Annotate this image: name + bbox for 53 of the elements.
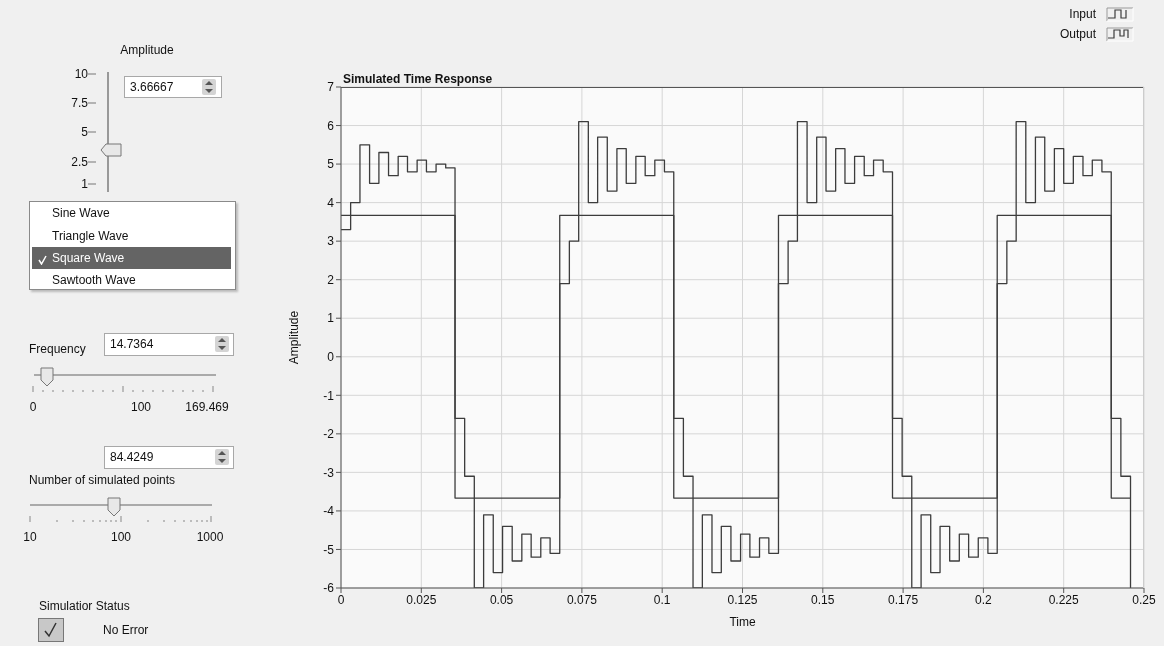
x-tick-label: 0.25 <box>1132 592 1156 607</box>
legend-label: Output <box>1059 27 1096 41</box>
x-axis-title: Time <box>729 615 756 629</box>
x-tick-label: 0.05 <box>489 592 514 607</box>
y-tick-label: -6 <box>323 581 335 596</box>
x-tick-label: 0.025 <box>406 592 437 607</box>
text: 169.469 <box>185 400 229 414</box>
text: No Error <box>103 623 149 637</box>
text: 10 <box>23 530 37 544</box>
y-tick-label: 7 <box>327 80 335 95</box>
text: Sine Wave <box>52 206 110 220</box>
text: Triangle Wave <box>52 229 129 243</box>
text: Number of simulated points <box>29 473 176 487</box>
x-tick-label: 0.2 <box>975 592 993 607</box>
text: Simulatior Status <box>39 599 130 613</box>
text: 100 <box>110 530 132 544</box>
y-tick-label: -3 <box>323 465 335 480</box>
x-tick-label: 0 <box>337 592 345 607</box>
text: Square Wave <box>52 251 125 265</box>
y-tick-label: 1 <box>327 311 335 326</box>
y-axis-title: Amplitude <box>287 310 302 365</box>
y-tick-label: 2 <box>327 272 335 287</box>
text: 5 <box>81 125 88 139</box>
y-tick-label: -2 <box>323 427 335 442</box>
text: 3.66667 <box>130 80 174 94</box>
text: 7.5 <box>71 96 88 110</box>
text: 14.7364 <box>110 337 154 351</box>
y-tick-label: 0 <box>327 350 335 365</box>
x-tick-label: 0.175 <box>888 592 919 607</box>
x-tick-label: 0.225 <box>1048 592 1080 607</box>
text: 2.5 <box>71 155 88 169</box>
text: Sawtooth Wave <box>52 273 136 287</box>
y-tick-label: 4 <box>327 195 335 210</box>
text: Amplitude <box>120 43 174 57</box>
y-tick-label: -5 <box>323 542 335 557</box>
text: 10 <box>74 67 88 81</box>
text: Frequency <box>29 342 86 356</box>
x-tick-label: 0.125 <box>727 592 758 607</box>
x-tick-label: 0.075 <box>566 592 598 607</box>
y-tick-label: -4 <box>323 504 335 519</box>
y-tick-label: 5 <box>327 157 335 172</box>
x-tick-label: 0.15 <box>811 592 835 607</box>
text: 84.4249 <box>110 450 154 464</box>
chart-title: Simulated Time Response <box>343 72 493 86</box>
text: 0 <box>29 400 37 414</box>
y-tick-label: -1 <box>323 388 335 403</box>
y-tick-label: 3 <box>327 234 335 249</box>
legend-label: Input <box>1069 7 1096 21</box>
text: 1000 <box>196 530 224 544</box>
text: 1 <box>81 177 88 191</box>
text: 100 <box>130 400 152 414</box>
x-tick-label: 0.1 <box>653 592 671 607</box>
y-tick-label: 6 <box>327 118 335 133</box>
